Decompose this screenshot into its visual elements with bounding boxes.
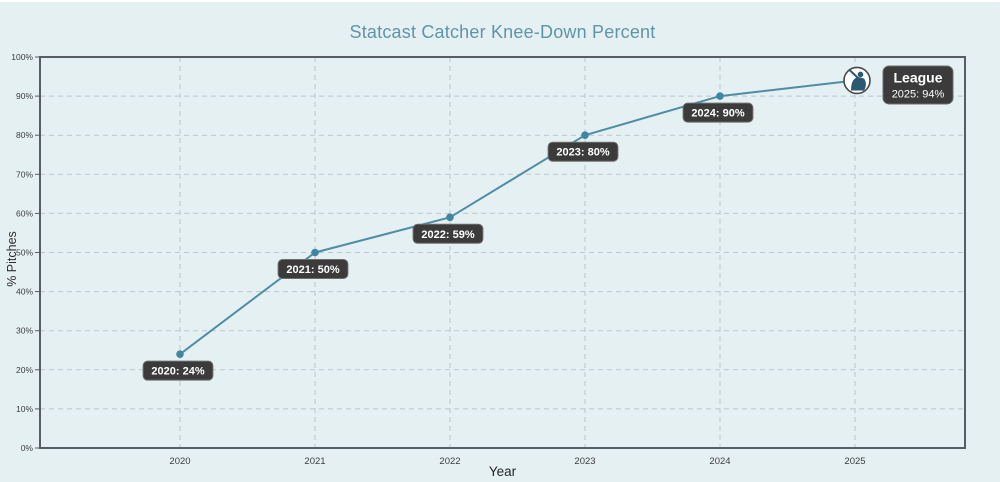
point-label-box	[682, 102, 754, 123]
y-tick-label: 0%	[21, 443, 34, 453]
legend-series-name: League	[893, 69, 942, 85]
data-point-2021[interactable]	[311, 248, 319, 257]
point-label: 2023: 80%	[547, 141, 619, 162]
legend[interactable]: League 2025: 94%	[843, 65, 954, 105]
point-label: 2024: 90%	[682, 102, 754, 123]
y-tick-label: 80%	[16, 130, 33, 140]
point-label-text: 2020: 24%	[151, 366, 204, 378]
point-label-text: 2022: 59%	[421, 229, 474, 241]
point-label-text: 2021: 50%	[286, 264, 339, 276]
y-tick-label: 40%	[16, 287, 33, 297]
x-tick-label: 2020	[169, 456, 190, 467]
point-label-box	[277, 259, 349, 279]
x-axis-label: Year	[488, 464, 517, 479]
x-tick-label: 2021	[304, 456, 325, 467]
y-tick-label: 60%	[16, 208, 33, 218]
y-tick-label: 10%	[16, 404, 33, 414]
series-line	[179, 79, 856, 355]
x-tick-label: 2025	[844, 456, 865, 467]
y-tick-label: 100%	[11, 52, 33, 62]
point-label: 2020: 24%	[142, 360, 214, 381]
data-point-2024[interactable]	[716, 92, 724, 100]
y-tick-label: 30%	[16, 326, 33, 336]
legend-series-value: 2025: 94%	[892, 88, 945, 100]
data-point-2023[interactable]	[581, 131, 589, 139]
top-edge-divider	[0, 0, 1000, 2]
mlb-logo-batter-body	[851, 76, 866, 91]
chart-title: Statcast Catcher Knee-Down Percent	[349, 22, 656, 42]
point-label-box	[142, 360, 214, 381]
mlb-logo-bat	[848, 68, 859, 79]
point-label: 2021: 50%	[277, 259, 349, 279]
point-label-box	[547, 141, 619, 162]
y-tick-label: 70%	[16, 169, 33, 179]
point-label-box	[412, 223, 484, 244]
x-tick-label: 2023	[574, 456, 595, 467]
y-tick-label: 20%	[16, 365, 33, 375]
legend-box[interactable]	[882, 65, 954, 105]
data-point-2020[interactable]	[176, 350, 184, 358]
x-tick-label: 2024	[709, 456, 730, 467]
point-label-text: 2023: 80%	[556, 147, 609, 159]
point-label-text: 2024: 90%	[691, 108, 744, 120]
x-tick-label: 2022	[439, 456, 460, 467]
data-point-2022[interactable]	[446, 213, 454, 222]
point-label: 2022: 59%	[412, 223, 484, 244]
y-axis-label: % Pitches	[5, 231, 19, 287]
y-tick-label: 50%	[16, 248, 33, 258]
mlb-logo-batter-head	[857, 71, 864, 78]
y-tick-label: 90%	[16, 91, 33, 101]
